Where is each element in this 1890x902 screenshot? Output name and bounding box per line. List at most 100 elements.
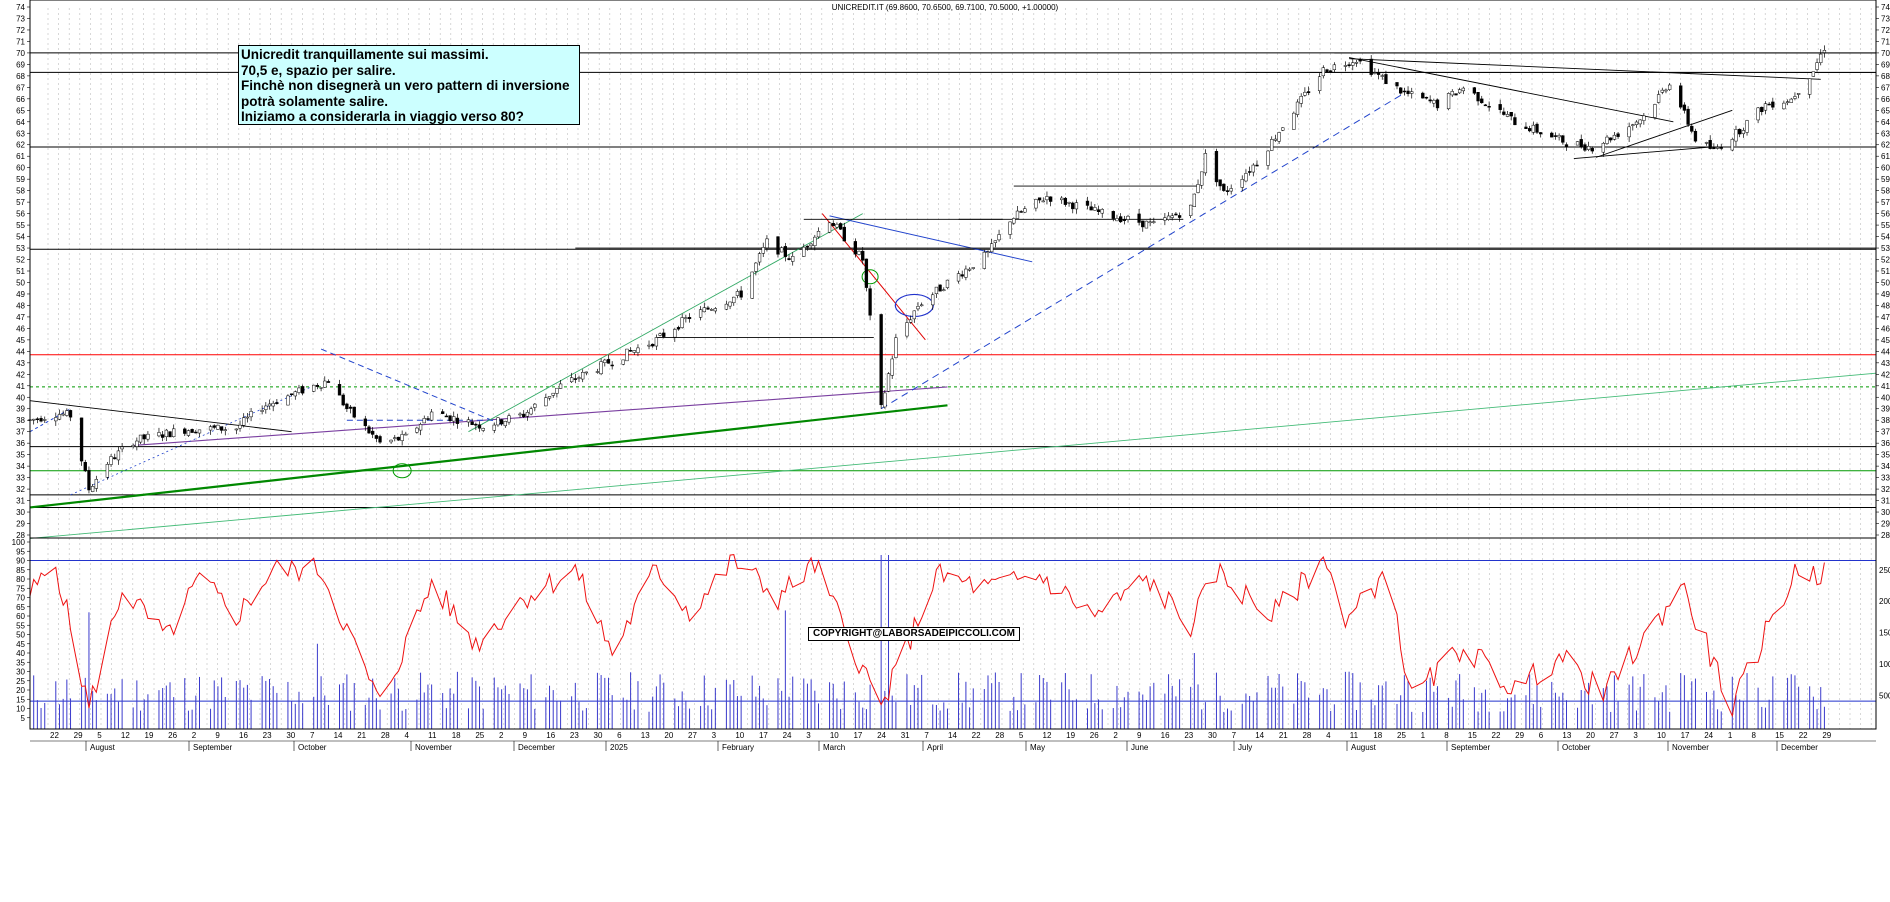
- candle-body: [1137, 213, 1141, 223]
- x-day-label: 17: [759, 731, 768, 740]
- candle-body: [1454, 93, 1458, 96]
- candle-body: [1704, 142, 1709, 144]
- osc-tick-label: 15: [16, 695, 25, 704]
- candle-body: [1071, 202, 1075, 210]
- candle-body: [415, 427, 419, 433]
- candle-body: [1376, 72, 1381, 75]
- candle-body: [1244, 173, 1248, 182]
- x-day-label: 30: [286, 731, 295, 740]
- candle-body: [1041, 200, 1045, 203]
- candle-body: [647, 344, 651, 347]
- candle-body: [1358, 59, 1362, 62]
- x-day-label: 29: [1515, 731, 1524, 740]
- candle-body: [1715, 147, 1720, 149]
- candle-body: [1483, 104, 1488, 107]
- candle-body: [1277, 132, 1281, 142]
- candle-body: [1535, 123, 1539, 133]
- candle-body: [1369, 58, 1373, 75]
- x-day-label: 30: [1208, 731, 1217, 740]
- candle-body: [1174, 213, 1178, 216]
- x-day-label: 15: [1468, 731, 1477, 740]
- candle-body: [544, 397, 548, 407]
- candle-body: [868, 288, 872, 316]
- candle-body: [164, 429, 168, 438]
- x-month-label: March: [823, 743, 845, 752]
- y-tick-label-left: 50: [16, 278, 25, 287]
- osc-tick-label: 5: [21, 714, 26, 723]
- osc-tick-label: 35: [16, 658, 25, 667]
- candle-body: [1822, 49, 1827, 53]
- candle-body: [1177, 215, 1182, 218]
- y-tick-label-left: 47: [16, 313, 25, 322]
- candle-body: [1406, 90, 1410, 94]
- volume-tick-label: 5000: [1879, 692, 1890, 701]
- x-day-label: 25: [1397, 731, 1406, 740]
- y-tick-label-right: 36: [1881, 439, 1890, 448]
- candle-body: [470, 421, 474, 426]
- x-day-label: 16: [239, 731, 248, 740]
- candle-body: [393, 437, 397, 439]
- x-day-label: 5: [97, 731, 102, 740]
- candle-body: [864, 258, 869, 288]
- candlesticks: [28, 45, 1827, 494]
- x-day-label: 24: [1704, 731, 1713, 740]
- x-day-label: 23: [263, 731, 272, 740]
- candle-body: [1428, 99, 1432, 102]
- candle-body: [1561, 135, 1565, 143]
- y-tick-label-right: 42: [1881, 370, 1890, 379]
- y-tick-label-left: 66: [16, 95, 25, 104]
- candle-body: [805, 245, 810, 248]
- candle-body: [238, 424, 242, 429]
- descending-resistance: [29, 400, 292, 433]
- candle-body: [658, 333, 662, 336]
- candle-body: [673, 329, 677, 338]
- y-tick-label-right: 60: [1881, 164, 1890, 173]
- candle-body: [1564, 144, 1569, 148]
- candle-body: [1642, 115, 1646, 121]
- candle-body: [710, 309, 714, 311]
- y-tick-label-right: 41: [1881, 382, 1890, 391]
- y-tick-label-left: 73: [16, 14, 25, 23]
- candle-body: [160, 434, 165, 438]
- candle-body: [1303, 91, 1307, 96]
- candle-body: [886, 373, 891, 392]
- candle-body: [1527, 128, 1532, 132]
- x-day-label: 21: [1279, 731, 1288, 740]
- candle-body: [444, 415, 449, 418]
- y-tick-label-right: 43: [1881, 359, 1890, 368]
- candle-body: [223, 429, 227, 431]
- candle-body: [1815, 62, 1819, 70]
- candle-body: [135, 440, 139, 447]
- osc-tick-label: 85: [16, 566, 25, 575]
- candle-body: [555, 387, 559, 394]
- candle-body: [466, 419, 471, 423]
- candle-body: [879, 314, 883, 406]
- candle-body: [838, 223, 843, 230]
- y-tick-label-right: 58: [1881, 187, 1890, 196]
- y-tick-label-right: 55: [1881, 221, 1890, 230]
- x-day-label: 9: [1137, 731, 1142, 740]
- candle-body: [1638, 119, 1642, 125]
- candle-body: [547, 396, 552, 399]
- candle-body: [1074, 202, 1079, 210]
- x-day-label: 1: [1728, 731, 1733, 740]
- y-tick-label-left: 28: [16, 531, 25, 540]
- candle-body: [138, 434, 143, 443]
- candle-body: [1093, 207, 1097, 211]
- osc-tick-label: 10: [16, 705, 25, 714]
- y-tick-label-right: 63: [1881, 129, 1890, 138]
- candle-body: [938, 284, 942, 292]
- candle-body: [367, 426, 371, 434]
- candle-body: [934, 286, 939, 294]
- y-tick-label-left: 29: [16, 520, 25, 529]
- candle-body: [1793, 96, 1797, 99]
- x-day-label: 14: [334, 731, 343, 740]
- x-day-label: 27: [688, 731, 697, 740]
- x-day-label: 2: [499, 731, 504, 740]
- y-tick-label-right: 32: [1881, 485, 1890, 494]
- top-descending: [1349, 57, 1674, 123]
- x-day-label: 4: [1326, 731, 1331, 740]
- x-day-label: 13: [641, 731, 650, 740]
- candle-body: [853, 241, 858, 255]
- candle-body: [827, 222, 832, 233]
